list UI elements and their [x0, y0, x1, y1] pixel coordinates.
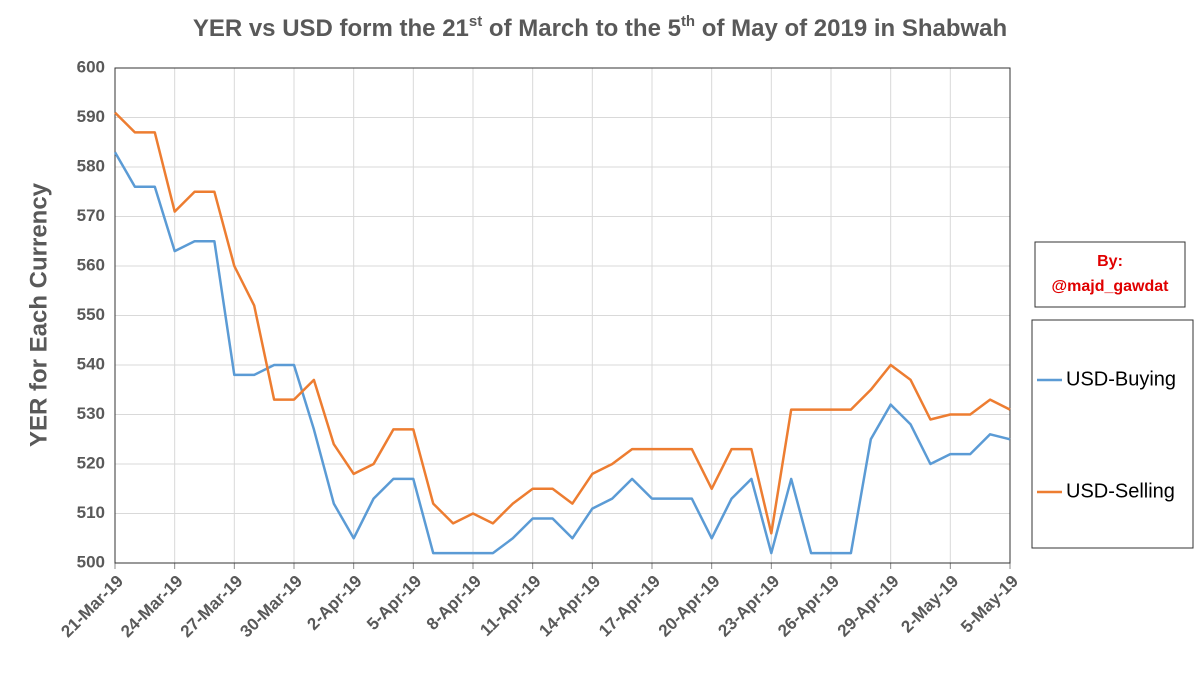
y-tick-label: 540 — [77, 354, 105, 373]
legend-box — [1031, 319, 1194, 549]
title-part: th — [681, 13, 695, 30]
y-tick-label: 510 — [77, 503, 105, 522]
y-tick-label: 560 — [77, 255, 105, 274]
y-tick-label: 600 — [77, 57, 105, 76]
annotation: By: — [1097, 253, 1123, 270]
series-line — [113, 151, 1011, 555]
y-axis-label: YER for Each Currency — [25, 182, 52, 447]
title-part: st — [469, 13, 482, 30]
y-tick-label: 550 — [77, 305, 105, 324]
y-tick-label: 530 — [77, 404, 105, 423]
title-part: YER vs USD form the 21 — [193, 15, 469, 42]
y-tick-label: 590 — [77, 107, 105, 126]
annotation-box — [1034, 241, 1186, 308]
y-tick-label: 500 — [77, 552, 105, 571]
chart-title: YER vs USD form the 21st of March to the… — [193, 13, 1007, 42]
y-tick-label: 570 — [77, 206, 105, 225]
legend-label: USD-Buying — [1066, 368, 1176, 390]
y-tick-label: 580 — [77, 156, 105, 175]
legend-label: USD-Selling — [1066, 480, 1175, 502]
title-part: of March to the 5 — [482, 15, 681, 42]
y-tick-label: 520 — [77, 453, 105, 472]
series-line — [114, 111, 1011, 535]
title-part: of May of 2019 in Shabwah — [695, 15, 1007, 42]
annotation: @majd_gawdat — [1052, 278, 1170, 295]
plot-border — [114, 67, 1011, 564]
